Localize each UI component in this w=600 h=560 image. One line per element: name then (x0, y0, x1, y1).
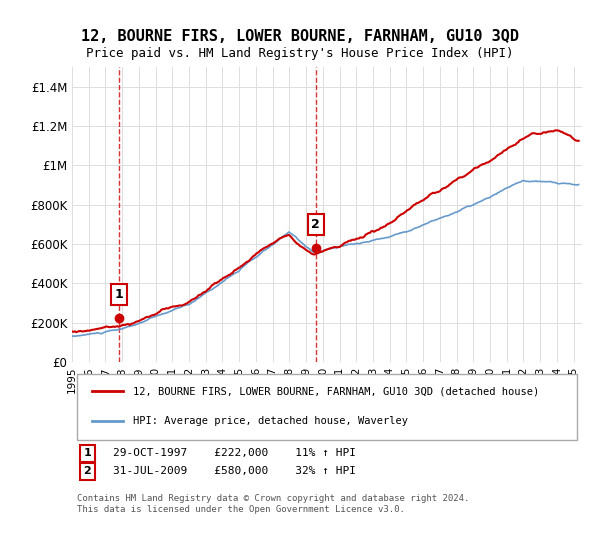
Text: 2: 2 (83, 466, 91, 477)
Text: Price paid vs. HM Land Registry's House Price Index (HPI): Price paid vs. HM Land Registry's House … (86, 46, 514, 60)
Text: 29-OCT-1997    £222,000    11% ↑ HPI: 29-OCT-1997 £222,000 11% ↑ HPI (113, 448, 356, 458)
Text: 31-JUL-2009    £580,000    32% ↑ HPI: 31-JUL-2009 £580,000 32% ↑ HPI (113, 466, 356, 477)
Text: 2: 2 (311, 218, 320, 231)
FancyBboxPatch shape (77, 374, 577, 440)
Text: HPI: Average price, detached house, Waverley: HPI: Average price, detached house, Wave… (133, 416, 408, 426)
Text: 12, BOURNE FIRS, LOWER BOURNE, FARNHAM, GU10 3QD: 12, BOURNE FIRS, LOWER BOURNE, FARNHAM, … (81, 29, 519, 44)
Text: 1: 1 (83, 448, 91, 458)
Text: 12, BOURNE FIRS, LOWER BOURNE, FARNHAM, GU10 3QD (detached house): 12, BOURNE FIRS, LOWER BOURNE, FARNHAM, … (133, 386, 539, 396)
Text: 1: 1 (115, 288, 124, 301)
Text: Contains HM Land Registry data © Crown copyright and database right 2024.
This d: Contains HM Land Registry data © Crown c… (77, 494, 469, 514)
